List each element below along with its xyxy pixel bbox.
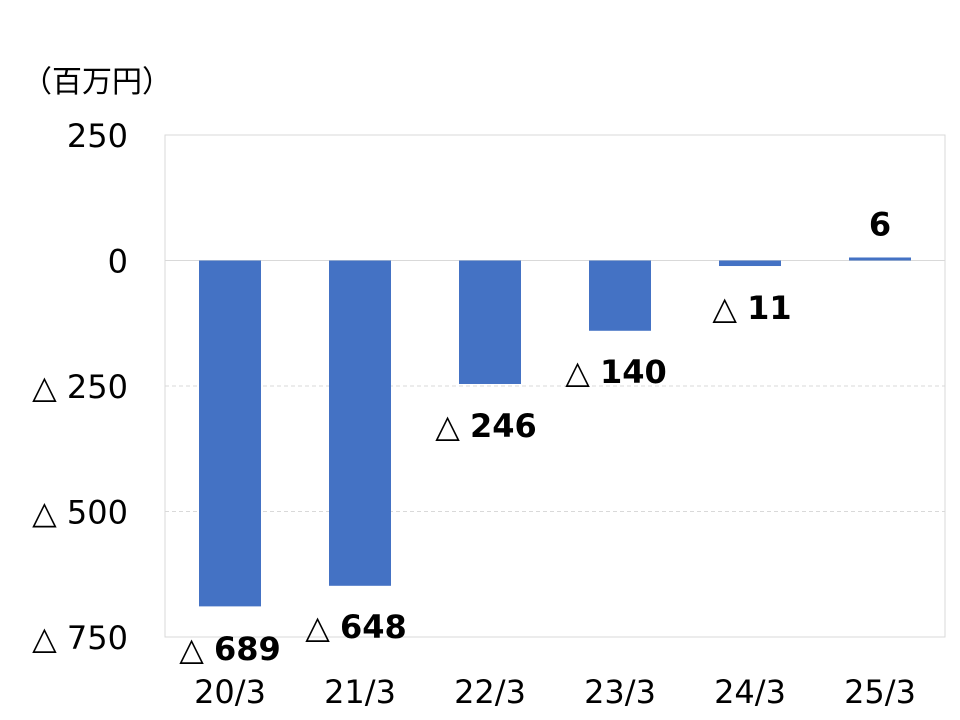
y-tick-label: △ 250 [32,368,128,406]
y-axis-ticks: 250 0 △ 250 △ 500 △ 750 [32,117,128,657]
y-tick-label: △ 500 [32,494,128,532]
plot-area [164,134,946,638]
bar-21-3 [329,260,391,586]
bar-25-3 [849,257,911,261]
data-label: △ 11 [712,289,791,327]
bars [199,257,911,607]
x-axis-ticks: 20/3 21/3 22/3 23/3 24/3 25/3 [194,673,916,711]
data-label: △ 140 [565,353,667,391]
data-label: △ 246 [435,407,537,445]
unit-label: （百万円） [22,65,172,100]
x-tick-label: 24/3 [714,673,786,711]
x-tick-label: 21/3 [324,673,396,711]
y-tick-label: 0 [108,243,128,281]
data-label: 6 [869,205,891,243]
bar-23-3 [589,260,651,331]
x-tick-label: 22/3 [454,673,526,711]
x-tick-label: 23/3 [584,673,656,711]
bar-24-3 [719,260,781,267]
data-label: △ 648 [305,608,407,646]
y-tick-label: 250 [67,117,128,155]
x-tick-label: 20/3 [194,673,266,711]
bar-22-3 [459,260,521,384]
x-tick-label: 25/3 [844,673,916,711]
y-tick-label: △ 750 [32,619,128,657]
data-label: △ 689 [179,630,281,668]
data-labels: △ 689 △ 648 △ 246 △ 140 △ 11 6 [179,205,891,668]
gridlines [165,260,945,512]
bar-20-3 [199,260,261,607]
